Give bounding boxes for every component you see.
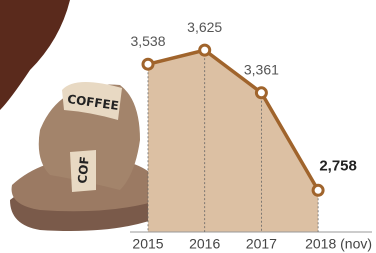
- area: [148, 50, 318, 232]
- value-label: 3,361: [244, 62, 279, 78]
- x-tick-label: 2016: [189, 236, 220, 252]
- marker: [200, 45, 210, 55]
- x-tick-label: 2017: [246, 236, 277, 252]
- coffee-beans: [0, 0, 70, 110]
- value-label: 3,625: [187, 19, 222, 35]
- value-label: 3,538: [130, 33, 165, 49]
- value-label: 2,758: [319, 157, 357, 174]
- marker: [256, 88, 266, 98]
- sack-text: COF: [75, 156, 91, 184]
- marker: [143, 59, 153, 69]
- marker: [313, 185, 323, 195]
- chart: COFFEE COF 3,53820153,62520163,36120172,…: [0, 0, 376, 253]
- x-tick-label: 2015: [132, 236, 163, 252]
- x-tick-label: 2018 (nov): [305, 236, 372, 252]
